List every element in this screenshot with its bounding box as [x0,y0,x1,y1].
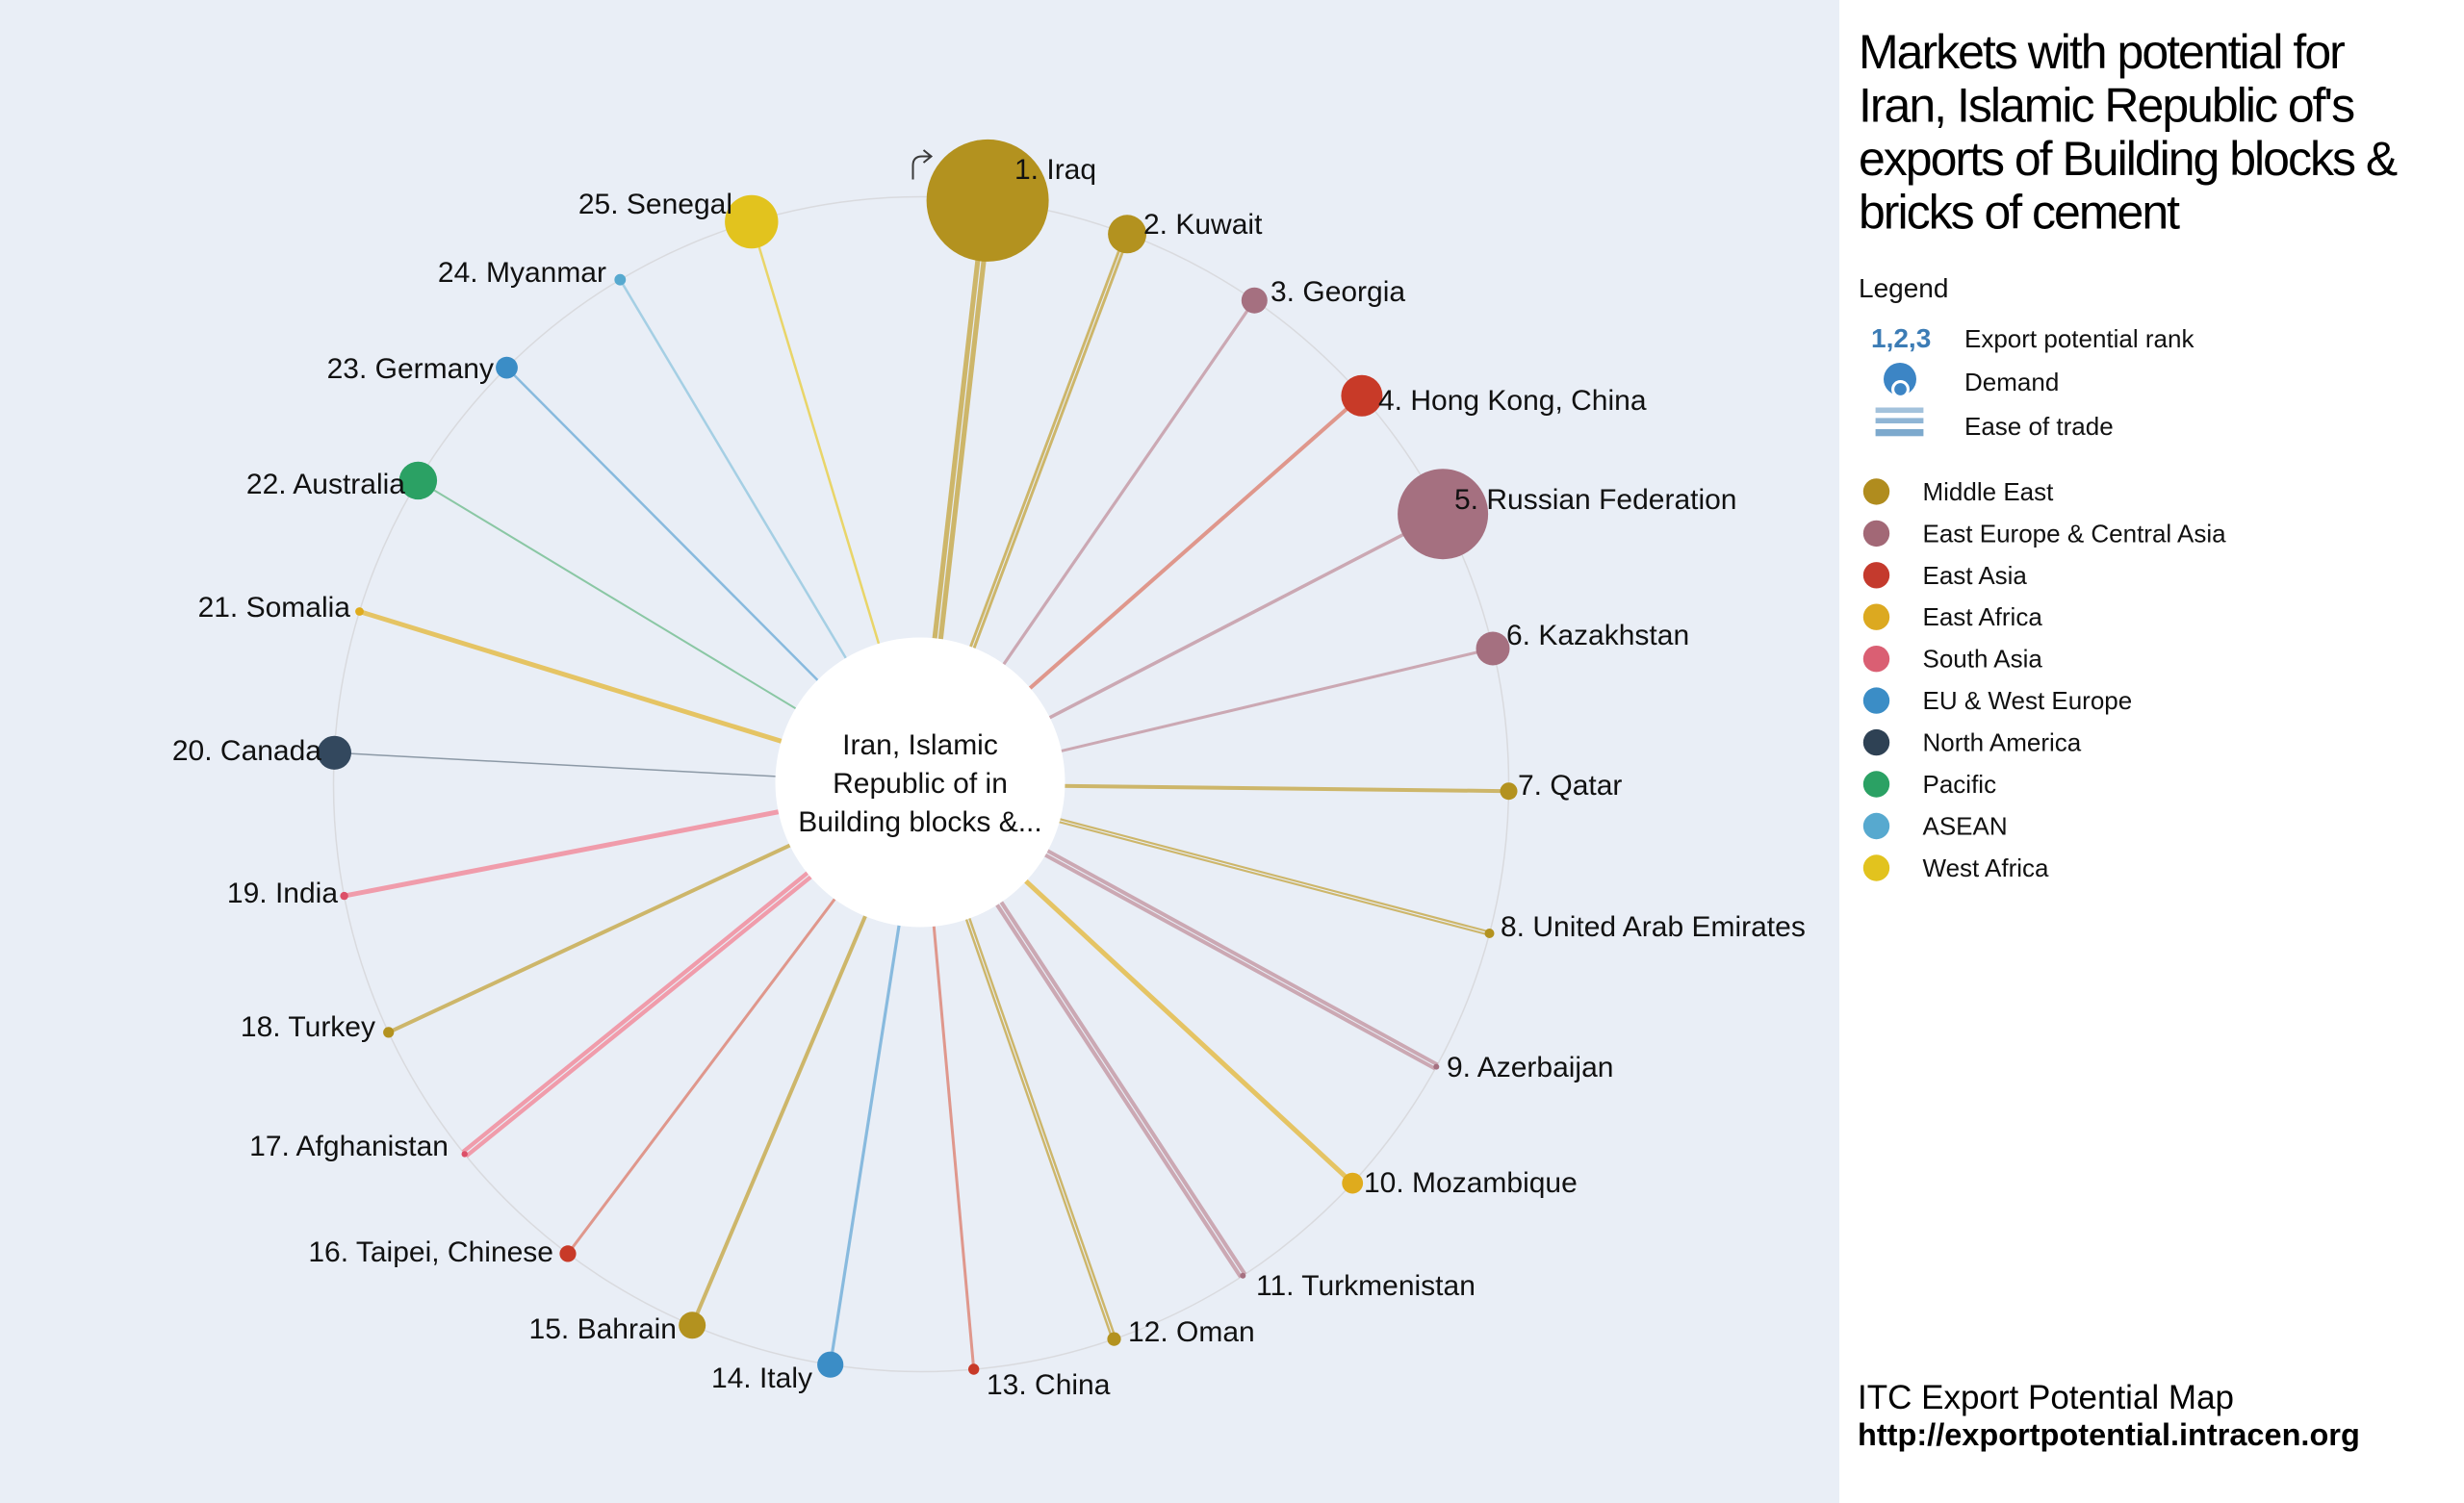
svg-text:Middle East: Middle East [1923,477,2055,506]
svg-text:bricks of cement: bricks of cement [1859,186,2180,240]
svg-text:3. Georgia: 3. Georgia [1270,276,1405,308]
svg-text:North America: North America [1923,728,2082,757]
svg-text:12. Oman: 12. Oman [1128,1316,1255,1348]
svg-text:16. Taipei, Chinese: 16. Taipei, Chinese [308,1236,553,1268]
svg-text:Markets with potential for: Markets with potential for [1859,25,2345,79]
svg-text:11. Turkmenistan: 11. Turkmenistan [1256,1270,1476,1302]
svg-text:EU & West Europe: EU & West Europe [1923,686,2133,715]
svg-text:Demand: Demand [1964,368,2059,396]
svg-text:West Africa: West Africa [1923,853,2050,882]
svg-text:13. China: 13. China [987,1369,1111,1401]
svg-text:Ease of trade: Ease of trade [1964,412,2114,441]
svg-text:Republic of in: Republic of in [833,768,1008,800]
svg-text:Legend: Legend [1859,273,1948,303]
svg-text:exports of Building blocks &: exports of Building blocks & [1859,132,2398,186]
svg-text:East Europe & Central Asia: East Europe & Central Asia [1923,519,2227,548]
svg-text:2. Kuwait: 2. Kuwait [1143,209,1263,241]
svg-text:9. Azerbaijan: 9. Azerbaijan [1447,1052,1613,1083]
svg-text:17. Afghanistan: 17. Afghanistan [249,1131,449,1162]
svg-text:Pacific: Pacific [1923,770,1997,799]
svg-text:Building blocks &...: Building blocks &... [798,806,1041,838]
svg-text:15. Bahrain: 15. Bahrain [529,1313,677,1345]
svg-text:6. Kazakhstan: 6. Kazakhstan [1506,620,1689,651]
svg-text:1. Iraq: 1. Iraq [1014,154,1096,186]
svg-text:1,2,3: 1,2,3 [1871,323,1931,353]
svg-text:5. Russian Federation: 5. Russian Federation [1454,484,1737,516]
svg-text:South Asia: South Asia [1923,645,2043,674]
svg-text:21. Somalia: 21. Somalia [198,592,351,624]
svg-text:Iran, Islamic: Iran, Islamic [842,729,998,761]
svg-text:4. Hong Kong, China: 4. Hong Kong, China [1378,385,1647,417]
svg-text:22. Australia: 22. Australia [246,469,405,500]
svg-text:ITC Export Potential Map: ITC Export Potential Map [1858,1379,2234,1416]
svg-text:19. India: 19. India [227,878,338,909]
svg-text:8. United Arab Emirates: 8. United Arab Emirates [1501,911,1806,943]
svg-text:18. Turkey: 18. Turkey [241,1011,375,1043]
svg-text:20. Canada: 20. Canada [172,735,321,767]
svg-text:Iran, Islamic Republic of's: Iran, Islamic Republic of's [1859,79,2354,133]
svg-text:ASEAN: ASEAN [1923,812,2008,841]
svg-text:East Africa: East Africa [1923,602,2043,631]
svg-text:Export potential rank: Export potential rank [1964,324,2194,353]
svg-text:24. Myanmar: 24. Myanmar [438,257,606,289]
svg-text:23. Germany: 23. Germany [327,353,494,385]
svg-text:http://exportpotential.intrace: http://exportpotential.intracen.org [1858,1417,2360,1452]
svg-text:7. Qatar: 7. Qatar [1518,770,1622,802]
svg-text:10. Mozambique: 10. Mozambique [1364,1167,1578,1199]
svg-text:25. Senegal: 25. Senegal [578,189,732,220]
svg-text:East Asia: East Asia [1923,561,2028,590]
svg-text:14. Italy: 14. Italy [711,1363,812,1394]
